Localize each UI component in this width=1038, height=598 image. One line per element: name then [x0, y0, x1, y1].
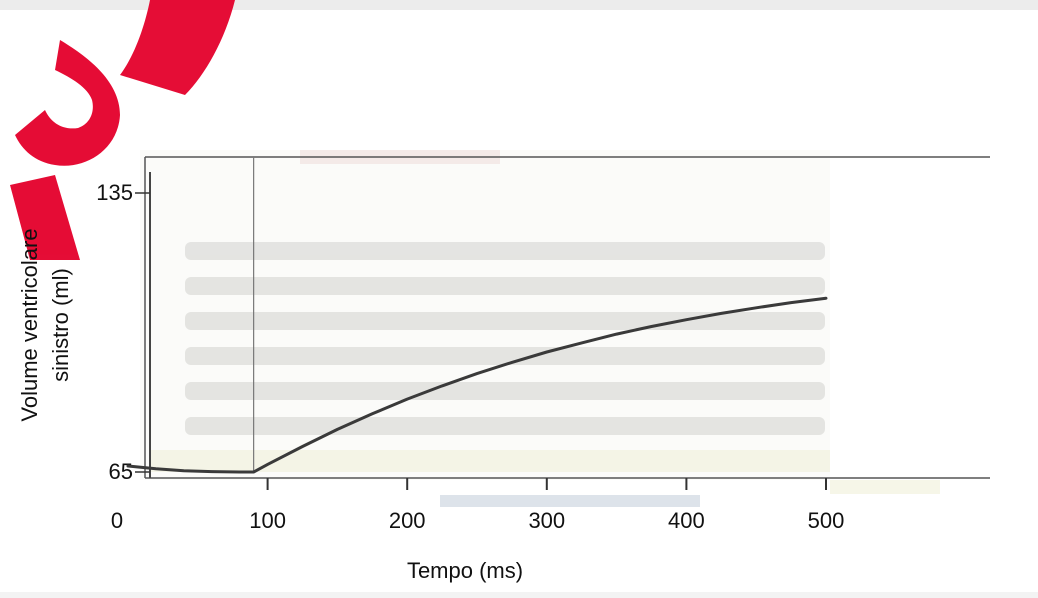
- top-band: [0, 0, 1038, 10]
- y-axis-title-line-1: Volume ventricolare: [17, 228, 42, 421]
- x-tick-label: 100: [249, 508, 286, 533]
- y-axis-title-line-2: sinistro (ml): [48, 268, 73, 382]
- x-tick-label: 0: [111, 508, 123, 533]
- chart-frame: [144, 156, 990, 479]
- x-tick-label: 400: [668, 508, 705, 533]
- bottom-band: [0, 592, 1038, 598]
- scan-background: [140, 150, 940, 507]
- x-tick-label: 500: [808, 508, 845, 533]
- watermark-graphic: [10, 0, 235, 260]
- y-tick-label: 135: [96, 180, 133, 205]
- y-tick-label: 65: [109, 459, 133, 484]
- x-axis-title: Tempo (ms): [407, 558, 523, 583]
- series-line: [126, 296, 828, 474]
- x-tick-label: 200: [389, 508, 426, 533]
- x-tick-label: 300: [528, 508, 565, 533]
